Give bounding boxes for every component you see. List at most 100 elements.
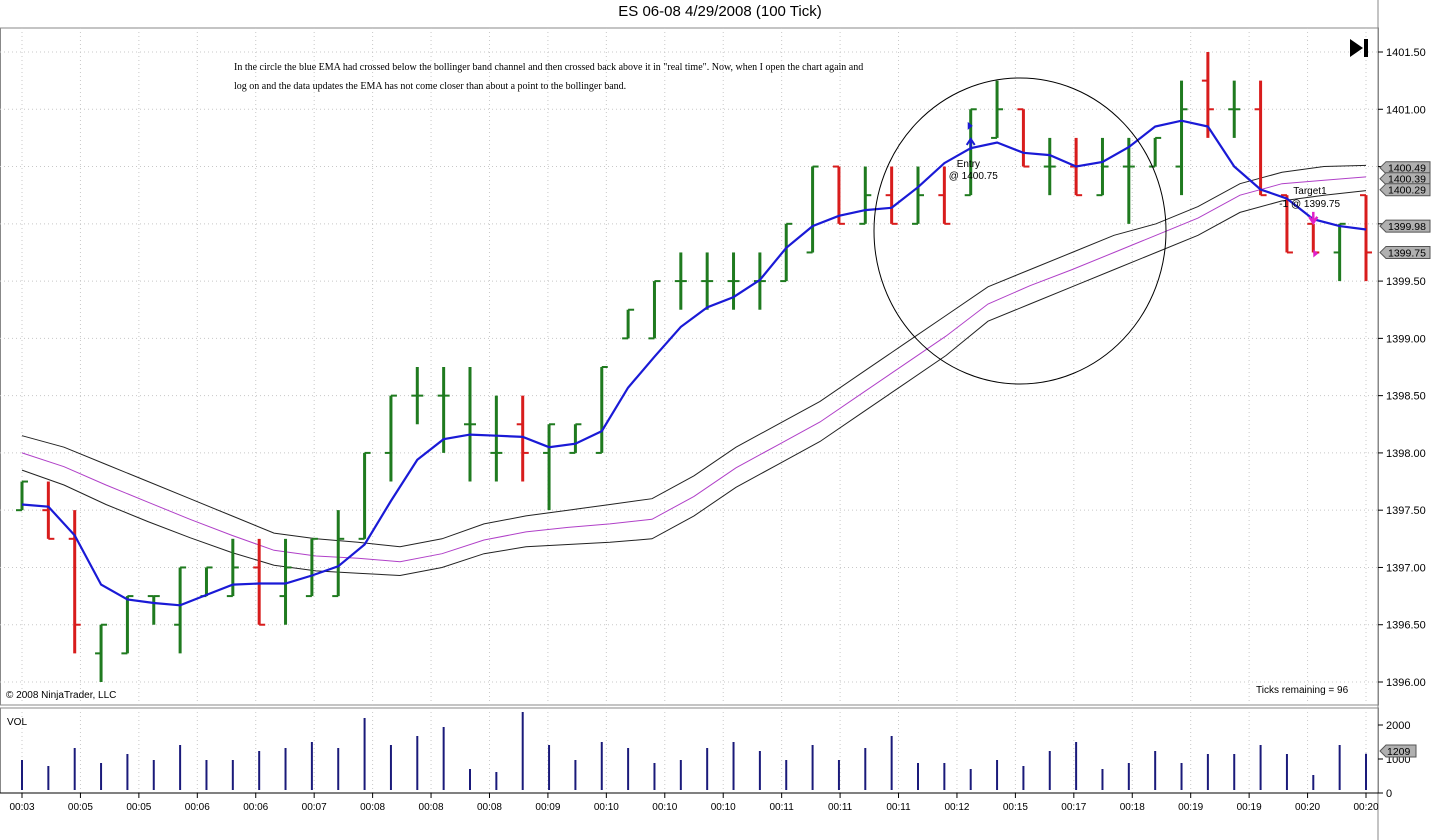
up-bar (305, 537, 318, 598)
target-flag-icon (1313, 249, 1319, 258)
volume-tag (1379, 744, 1417, 758)
price-axis-label: 1396.50 (1386, 620, 1426, 632)
volume-axis-label: 2000 (1386, 720, 1410, 732)
time-axis-label: 00:20 (1353, 802, 1378, 813)
time-axis-label: 00:06 (243, 802, 268, 813)
target-price-label: -1 @ 1399.75 (1279, 199, 1340, 210)
skip-to-end-icon[interactable] (1348, 38, 1370, 58)
down-bar (253, 538, 266, 626)
up-bar (200, 566, 213, 598)
time-axis-label: 00:17 (1061, 802, 1086, 813)
price-tag (1379, 172, 1431, 186)
up-bar (147, 595, 160, 625)
price-axis-label: 1398.50 (1386, 391, 1426, 403)
up-bar (358, 451, 371, 540)
price-axis-label: 1397.00 (1386, 562, 1426, 574)
down-bar (1307, 222, 1320, 254)
price-bars (16, 52, 1372, 682)
price-axis-label: 1401.50 (1386, 47, 1426, 59)
time-axis-label: 00:03 (9, 802, 34, 813)
volume-label: VOL (7, 717, 28, 728)
up-bar (1043, 137, 1056, 196)
price-axis-label: 1397.50 (1386, 505, 1426, 517)
up-bar (490, 395, 503, 482)
chart-title: ES 06-08 4/29/2008 (100 Tick) (618, 3, 822, 20)
time-axis-label: 00:08 (419, 802, 444, 813)
time-axis: 00:03 00:05 00:05 00:06 00:06 00:07 00:08 00:08… (0, 792, 1379, 813)
price-tag-label: 1400.29 (1388, 185, 1426, 197)
price-tag-label: 1400.49 (1388, 163, 1426, 175)
down-bar (885, 166, 898, 225)
up-bar (464, 367, 476, 482)
up-bar (912, 166, 924, 225)
up-bar (622, 308, 635, 340)
volume-axis-label: 0 (1386, 788, 1392, 800)
annotation-note: In the circle the blue EMA had crossed b… (234, 62, 864, 92)
bollinger-mid-line (21, 176, 1367, 563)
down-bar (1201, 52, 1214, 138)
time-axis-label: 00:05 (68, 802, 93, 813)
time-axis-label: 00:06 (185, 802, 210, 813)
time-axis-label: 00:08 (360, 802, 385, 813)
up-bar (279, 538, 292, 625)
entry-price-label: @ 1400.75 (949, 171, 999, 182)
up-bar (1228, 80, 1241, 138)
entry-arrow-icon (965, 137, 976, 150)
up-bar (806, 165, 819, 254)
up-bar (780, 222, 793, 283)
down-bar (42, 481, 55, 540)
highlight-circle (873, 77, 1167, 385)
down-bar (832, 165, 845, 225)
price-panel-frame (0, 27, 1379, 706)
up-bar (569, 423, 582, 454)
bollinger-lower-line (21, 190, 1367, 577)
time-axis-label: 00:15 (1003, 802, 1028, 813)
up-bar (543, 423, 556, 511)
price-axis-label: 1396.00 (1386, 677, 1426, 689)
down-bar (516, 395, 529, 482)
time-axis-label: 00:10 (711, 802, 736, 813)
price-axis-label: 1399.50 (1386, 276, 1426, 288)
ema-polyline (21, 119, 1367, 607)
target-label: Target1 (1293, 186, 1327, 197)
entry-flag-icon (967, 121, 973, 130)
price-axis: 1396.00 1396.50 1397.00 1397.50 1398.00 1398.… (1378, 47, 1431, 689)
price-tag (1379, 161, 1431, 175)
up-bar (1096, 137, 1109, 197)
up-bar (411, 367, 424, 425)
up-bar (174, 566, 187, 654)
time-axis-label: 00:10 (594, 802, 619, 813)
time-axis-label: 00:09 (535, 802, 560, 813)
down-bar (938, 166, 951, 225)
down-bar (1017, 108, 1030, 168)
up-bar (384, 394, 397, 482)
time-axis-label: 00:11 (770, 802, 795, 813)
price-tag-label: 1399.75 (1388, 247, 1426, 259)
up-bar (727, 252, 740, 310)
up-bar (595, 366, 608, 454)
up-bar (648, 280, 661, 340)
time-axis-label: 00:08 (477, 802, 502, 813)
price-axis-label: 1401.00 (1386, 104, 1426, 116)
down-bar (1254, 80, 1267, 197)
up-bar (95, 623, 108, 682)
time-axis-label: 00:05 (126, 802, 151, 813)
price-tag-label: 1400.39 (1388, 174, 1426, 186)
up-bar (332, 510, 345, 598)
ticks-remaining: Ticks remaining = 96 (1256, 685, 1349, 696)
time-axis-label: 00:18 (1120, 802, 1145, 813)
bollinger-bands (21, 164, 1367, 577)
time-axis-label: 00:11 (886, 802, 911, 813)
time-axis-label: 00:20 (1295, 802, 1320, 813)
volume-tag-label: 1209 (1387, 746, 1411, 758)
ema-line (21, 119, 1367, 607)
down-bar (1280, 194, 1293, 254)
up-bar (1175, 80, 1188, 196)
up-bar (674, 252, 687, 310)
up-bar (226, 538, 239, 598)
up-bar (991, 80, 1004, 139)
price-tag-label: 1399.98 (1388, 221, 1426, 233)
